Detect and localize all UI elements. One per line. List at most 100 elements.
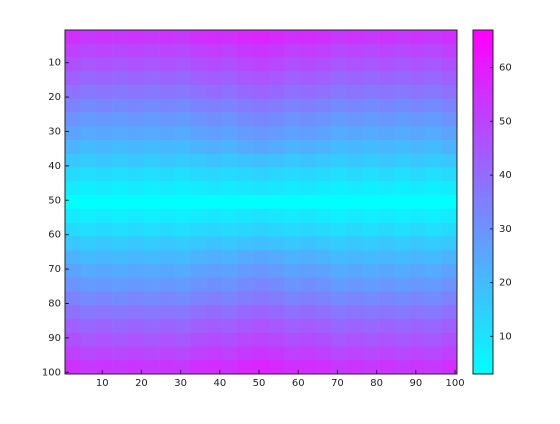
cell (378, 71, 395, 86)
cell (441, 360, 458, 375)
cell (174, 318, 191, 334)
cell (378, 318, 395, 334)
cell (174, 140, 191, 155)
cell (394, 153, 411, 168)
cell (331, 30, 348, 45)
colorbar-swatch (473, 180, 493, 187)
cell (80, 305, 97, 320)
cell (315, 98, 332, 113)
cell (237, 318, 254, 334)
cell (378, 112, 395, 127)
cell (206, 277, 223, 292)
cell (206, 305, 223, 320)
colorbar-tick-label: 10 (499, 331, 512, 342)
cell (300, 98, 317, 113)
cell (96, 250, 113, 265)
colorbar-swatch (473, 126, 493, 133)
colorbar-swatch (473, 331, 493, 337)
cell (65, 305, 81, 320)
cell (174, 112, 191, 127)
cell (268, 57, 285, 72)
cell (284, 43, 301, 58)
cell (300, 85, 317, 100)
cell (347, 291, 364, 306)
cell (221, 318, 238, 334)
cell (96, 112, 113, 127)
cell (347, 112, 364, 127)
cell (96, 222, 113, 237)
cell (190, 332, 207, 347)
cell (347, 318, 364, 334)
cell (300, 208, 317, 223)
cell (268, 250, 285, 265)
colorbar-swatch (473, 94, 493, 101)
cell (315, 112, 332, 127)
colorbar-tick-label: 60 (499, 63, 512, 74)
cell (112, 291, 129, 306)
cell (159, 98, 176, 113)
x-tick-label: 30 (174, 378, 187, 389)
cell (206, 126, 223, 141)
cell (80, 250, 97, 265)
cell (441, 30, 458, 45)
cell (441, 332, 458, 347)
cell (206, 140, 223, 155)
cell (143, 195, 160, 210)
cell (237, 112, 254, 127)
cell (441, 318, 458, 334)
cell (284, 305, 301, 320)
cell (112, 43, 129, 58)
cell (315, 181, 332, 196)
cell (127, 318, 144, 334)
cell (331, 98, 348, 113)
cell (96, 98, 113, 113)
cell (237, 195, 254, 210)
cell (253, 112, 270, 127)
cell (441, 126, 458, 141)
colorbar-swatch (473, 352, 493, 359)
colorbar-swatch (473, 309, 493, 316)
cell (96, 30, 113, 45)
cell (221, 126, 238, 141)
cell (394, 30, 411, 45)
cell (409, 236, 426, 251)
cell (394, 112, 411, 127)
cell (96, 236, 113, 251)
colorbar-swatch (473, 250, 493, 257)
cell (237, 181, 254, 196)
cell (347, 167, 364, 182)
cell (237, 126, 254, 141)
cell (174, 126, 191, 141)
cell (174, 332, 191, 347)
cell (362, 318, 379, 334)
cell (315, 30, 332, 45)
cell (315, 222, 332, 237)
cell (221, 167, 238, 182)
cell (206, 195, 223, 210)
colorbar-swatch (473, 261, 493, 267)
cell (441, 277, 458, 292)
cell (441, 236, 458, 251)
cell (362, 208, 379, 223)
cell (65, 208, 81, 223)
cell (347, 360, 364, 375)
cell (362, 126, 379, 141)
cell (300, 30, 317, 45)
cell (394, 291, 411, 306)
cell (347, 305, 364, 320)
colorbar-swatch (473, 245, 493, 251)
cell (300, 360, 317, 375)
cell (80, 263, 97, 278)
cell (315, 332, 332, 347)
colorbar-swatch (473, 132, 493, 138)
cell (96, 360, 113, 375)
cell (206, 71, 223, 86)
cell (80, 112, 97, 127)
cell (300, 112, 317, 127)
cell (206, 346, 223, 361)
cell (253, 305, 270, 320)
cell (394, 71, 411, 86)
cell (174, 291, 191, 306)
cell (284, 57, 301, 72)
cell (394, 57, 411, 72)
